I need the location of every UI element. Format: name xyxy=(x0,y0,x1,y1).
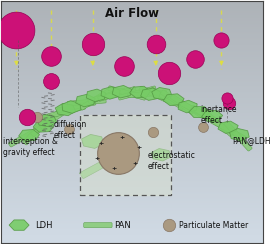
Point xyxy=(90,42,95,46)
Point xyxy=(48,55,53,59)
Polygon shape xyxy=(163,94,184,106)
Polygon shape xyxy=(86,89,106,102)
Point xyxy=(219,38,224,41)
Polygon shape xyxy=(202,110,223,122)
FancyBboxPatch shape xyxy=(160,90,194,114)
Point xyxy=(201,125,205,129)
Text: +: + xyxy=(133,161,138,166)
FancyBboxPatch shape xyxy=(108,86,146,100)
Point xyxy=(14,28,19,32)
FancyBboxPatch shape xyxy=(47,104,86,119)
FancyBboxPatch shape xyxy=(139,86,176,105)
FancyBboxPatch shape xyxy=(80,148,129,178)
FancyBboxPatch shape xyxy=(128,90,167,98)
FancyBboxPatch shape xyxy=(210,119,246,140)
Polygon shape xyxy=(141,88,161,100)
Point xyxy=(167,71,171,75)
FancyBboxPatch shape xyxy=(98,87,136,101)
Point xyxy=(122,64,126,68)
FancyBboxPatch shape xyxy=(150,87,185,110)
Text: inertance
effect: inertance effect xyxy=(200,105,237,125)
Polygon shape xyxy=(62,101,81,113)
Text: +: + xyxy=(119,135,125,140)
FancyBboxPatch shape xyxy=(79,87,114,110)
Polygon shape xyxy=(33,121,54,132)
FancyBboxPatch shape xyxy=(31,109,62,137)
Polygon shape xyxy=(9,220,29,230)
Polygon shape xyxy=(189,107,210,118)
Point xyxy=(116,151,120,155)
Polygon shape xyxy=(55,103,76,116)
Text: Particulate Matter: Particulate Matter xyxy=(179,221,249,230)
FancyBboxPatch shape xyxy=(84,223,112,228)
Bar xyxy=(79,115,171,195)
FancyBboxPatch shape xyxy=(202,110,234,137)
Text: diffusion
effect: diffusion effect xyxy=(53,120,86,140)
FancyBboxPatch shape xyxy=(23,114,50,145)
Point xyxy=(167,223,171,227)
Polygon shape xyxy=(76,94,95,107)
Point xyxy=(25,115,29,119)
Point xyxy=(151,130,155,134)
Text: LDH: LDH xyxy=(35,221,52,230)
Polygon shape xyxy=(130,86,150,98)
Polygon shape xyxy=(81,134,104,148)
Polygon shape xyxy=(218,121,238,133)
FancyBboxPatch shape xyxy=(170,95,205,118)
FancyBboxPatch shape xyxy=(57,100,96,113)
Point xyxy=(224,96,229,100)
Polygon shape xyxy=(36,114,57,127)
Polygon shape xyxy=(230,128,249,141)
Text: PAN@LDH: PAN@LDH xyxy=(232,137,271,146)
Text: +: + xyxy=(94,156,100,161)
Polygon shape xyxy=(112,85,132,98)
Text: PAN: PAN xyxy=(114,221,130,230)
Text: interception &
gravity effect: interception & gravity effect xyxy=(3,137,58,157)
Text: electrostatic
effect: electrostatic effect xyxy=(148,151,196,171)
FancyBboxPatch shape xyxy=(191,105,225,129)
Text: +: + xyxy=(137,145,142,150)
FancyBboxPatch shape xyxy=(180,101,216,122)
Point xyxy=(67,127,71,131)
Polygon shape xyxy=(101,87,120,99)
FancyBboxPatch shape xyxy=(224,121,252,151)
FancyBboxPatch shape xyxy=(40,105,73,129)
Polygon shape xyxy=(152,88,172,100)
Point xyxy=(35,115,40,119)
Point xyxy=(193,57,197,61)
FancyBboxPatch shape xyxy=(8,125,44,147)
Text: Air Flow: Air Flow xyxy=(105,7,159,20)
Bar xyxy=(79,115,171,195)
Point xyxy=(227,101,232,104)
Point xyxy=(153,42,158,46)
Polygon shape xyxy=(178,100,197,113)
Polygon shape xyxy=(19,130,40,141)
Polygon shape xyxy=(151,149,171,161)
FancyBboxPatch shape xyxy=(67,98,106,106)
FancyBboxPatch shape xyxy=(118,86,156,100)
Text: +: + xyxy=(112,166,117,171)
FancyBboxPatch shape xyxy=(88,88,126,103)
Text: +: + xyxy=(98,141,104,145)
Point xyxy=(48,79,53,83)
